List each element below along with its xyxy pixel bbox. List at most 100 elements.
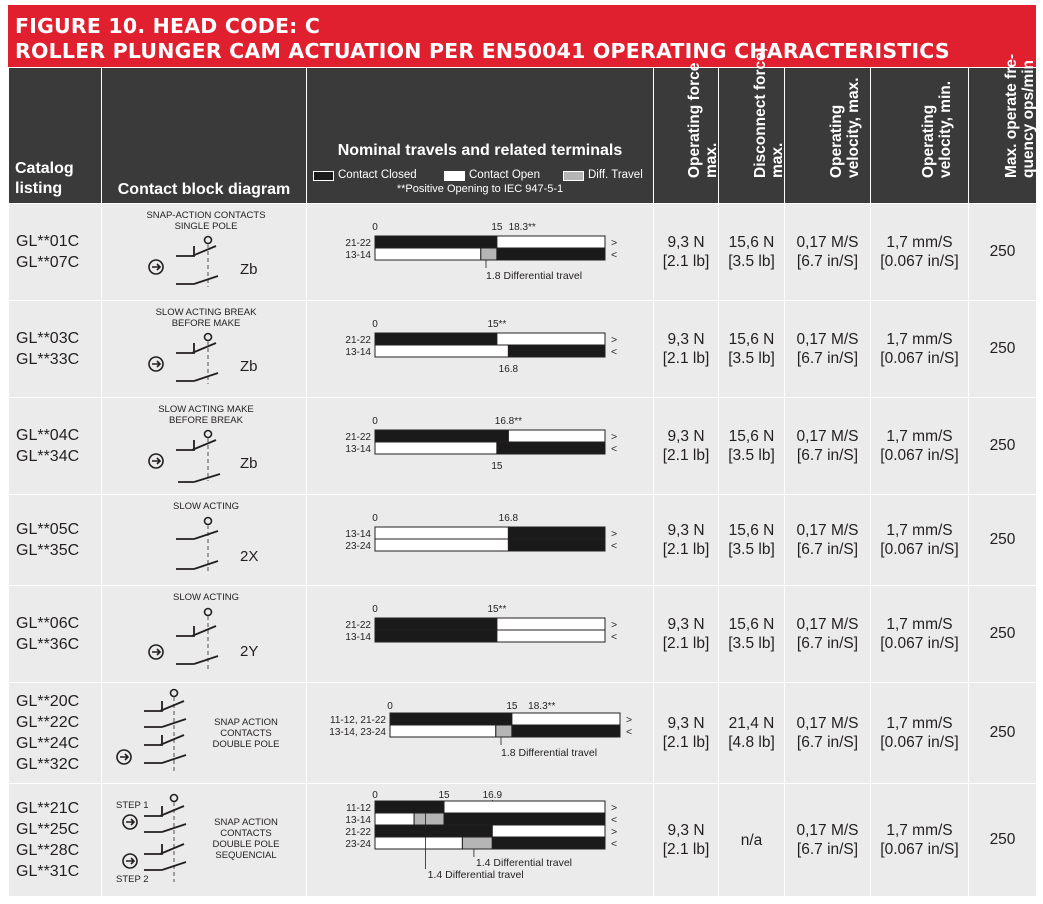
catalog-cell: GL**21C GL**25C GL**28C GL**31C <box>8 783 102 897</box>
operating-force-value: [2.1 lb] <box>662 734 710 751</box>
no-contact-symbol <box>144 718 187 728</box>
travel-segment-open <box>374 836 463 850</box>
operating-force-cell: 9,3 N [2.1 lb] <box>653 682 719 784</box>
diagram-label: Zb <box>240 455 258 472</box>
travel-segment-closed <box>496 441 606 455</box>
legend-closed-label: Contact Closed <box>338 169 417 181</box>
direction-arrow: < <box>611 540 617 552</box>
diagram-caption: SLOW ACTING <box>173 501 239 512</box>
roller-symbol <box>203 429 213 439</box>
direction-arrow: > <box>611 802 617 814</box>
terminal-label: 21-22 <box>345 620 371 631</box>
catalog-number: GL**35C <box>16 542 80 559</box>
legend-closed-swatch <box>313 171 334 181</box>
header-catalog: Catalog listing <box>8 67 102 204</box>
travel-segment-open <box>389 724 497 738</box>
header-velocity-max-line: velocity, max. <box>844 77 862 178</box>
header-operating-force: Operating force max. <box>653 63 720 204</box>
table-row: GL**06C GL**36C SLOW ACTING 2Y 0 15** 21-22 >13… <box>8 585 1037 683</box>
legend-diff-swatch <box>563 171 584 181</box>
header-frequency-line: Max. operate fre- <box>1002 53 1020 178</box>
travel-tick-label: 18.3** <box>509 222 536 233</box>
positive-opening-arrow <box>126 857 136 865</box>
travel-segment-closed <box>374 617 498 631</box>
travel-bar-outline <box>374 538 606 552</box>
catalog-number: GL**32C <box>16 756 80 773</box>
terminal-label: 13-14 <box>345 347 371 358</box>
operating-force-value: 9,3 N <box>667 234 705 251</box>
operating-force-cell: 9,3 N [2.1 lb] <box>653 494 719 586</box>
roller-symbol <box>203 607 213 617</box>
differential-note: 1.4 Differential travel <box>428 869 524 881</box>
travel-cell: 0 15 18.3** 21-22 >13-14 <1.8 Differential tr… <box>306 203 654 301</box>
travel-diagram: 0 15** 21-22 >13-14 <16.8 <box>345 319 617 375</box>
travel-segment-open <box>496 235 606 249</box>
catalog-number: GL**34C <box>16 448 80 465</box>
diagram-cell: SLOW ACTING 2X <box>101 494 307 586</box>
velocity-min-cell: 1,7 mm/S [0.067 in/S] <box>870 397 969 495</box>
catalog-number: GL**25C <box>16 821 80 838</box>
operating-force-value: [2.1 lb] <box>662 350 710 367</box>
disconnect-force-value: [3.5 lb] <box>728 635 775 652</box>
roller-symbol <box>203 235 213 245</box>
table-row: GL**04C GL**34C SLOW ACTING MAKE BEFORE BRE… <box>8 397 1037 495</box>
diagram-label: Zb <box>240 261 258 278</box>
disconnect-force-value: 15,6 N <box>728 234 775 251</box>
header-catalog-line: Catalog <box>15 160 74 177</box>
disconnect-force-value: 15,6 N <box>728 331 775 348</box>
travel-segment-diff <box>461 836 493 850</box>
slow-acting-2y-icon: SLOW ACTING 2Y <box>148 592 258 669</box>
diagram-caption: SLOW ACTING BREAK <box>156 307 257 318</box>
travel-segment-closed <box>507 344 606 358</box>
direction-arrow: > <box>611 334 617 346</box>
velocity-max-value: [6.7 in/S] <box>796 350 859 367</box>
catalog-number: GL**31C <box>16 863 80 880</box>
velocity-max-cell: 0,17 M/S [6.7 in/S] <box>784 397 871 495</box>
disconnect-force-value: 21,4 N <box>728 715 775 732</box>
frequency-cell: 250 <box>968 682 1037 784</box>
travel-diagram: 0 15 18.3** 11-12, 21-22 >13-14, 23-24 <1.8 D… <box>329 701 632 759</box>
terminal-label: 11-12, 21-22 <box>330 715 386 726</box>
travel-bar-outline <box>374 344 606 358</box>
disconnect-force-value: [4.8 lb] <box>728 734 775 751</box>
disconnect-force-cell: 15,6 N [3.5 lb] <box>718 585 785 683</box>
travel-tick-label: 0 <box>387 701 393 712</box>
velocity-min-value: 1,7 mm/S <box>886 822 953 839</box>
velocity-max-cell: 0,17 M/S [6.7 in/S] <box>784 203 871 301</box>
catalog-number: GL**04C <box>16 427 80 444</box>
figure-subtitle: ROLLER PLUNGER CAM ACTUATION PER EN50041… <box>15 39 950 63</box>
table-row: GL**05C GL**35C SLOW ACTING 2X 0 16.8 13-14 >23… <box>8 494 1037 586</box>
nc-contact-symbol <box>176 625 217 637</box>
differential-note: 1.8 Differential travel <box>501 747 597 759</box>
travel-tick-label: 0 <box>372 604 378 615</box>
terminal-label: 21-22 <box>345 432 371 443</box>
direction-arrow: < <box>611 249 617 261</box>
no-contact-symbol <box>144 861 187 871</box>
velocity-min-value: [0.067 in/S] <box>880 734 959 751</box>
roller-symbol <box>169 793 179 803</box>
header-diagram-label: Contact block diagram <box>117 181 291 198</box>
direction-arrow: < <box>611 346 617 358</box>
travel-tick-label: 16.8 <box>499 513 519 524</box>
disconnect-force-cell: 21,4 N [4.8 lb] <box>718 682 785 784</box>
diagram-cell: SLOW ACTING 2Y <box>101 585 307 683</box>
velocity-max-cell: 0,17 M/S [6.7 in/S] <box>784 585 871 683</box>
no-contact-symbol <box>176 275 219 285</box>
slow-acting-2x-icon: SLOW ACTING 2X <box>173 501 258 572</box>
catalog-number: GL**06C <box>16 615 80 632</box>
frequency-cell: 250 <box>968 585 1037 683</box>
disconnect-force-value: [3.5 lb] <box>728 447 775 464</box>
catalog-number: GL**20C <box>16 693 80 710</box>
travel-note: 16.8 <box>499 364 519 375</box>
positive-opening-arrow <box>120 753 130 761</box>
frequency-cell: 250 <box>968 203 1037 301</box>
disconnect-force-cell: 15,6 N [3.5 lb] <box>718 494 785 586</box>
direction-arrow: < <box>611 443 617 455</box>
diagram-caption: DOUBLE POLE <box>212 839 279 850</box>
differential-note: 1.4 Differential travel <box>476 857 572 869</box>
velocity-min-value: 1,7 mm/S <box>886 234 953 251</box>
header-velocity-min: Operating velocity, min. <box>870 67 969 204</box>
